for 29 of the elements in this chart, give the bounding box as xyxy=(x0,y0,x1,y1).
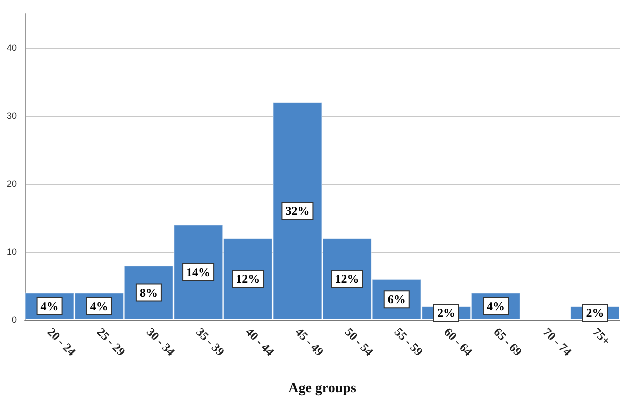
data-label: 6% xyxy=(388,292,406,307)
x-tick-label: 45 - 49 xyxy=(292,325,327,359)
y-tick-label: 0 xyxy=(12,315,17,325)
data-label: 2% xyxy=(437,306,456,320)
x-tick-label: 65 - 69 xyxy=(491,325,526,359)
y-tick-label: 30 xyxy=(6,111,17,121)
data-label: 14% xyxy=(186,265,211,280)
data-label: 4% xyxy=(40,299,59,314)
data-label: 2% xyxy=(586,306,604,320)
x-tick-label: 40 - 44 xyxy=(243,325,278,359)
y-tick-label: 40 xyxy=(6,43,17,53)
x-tick-label: 35 - 39 xyxy=(194,325,228,359)
x-tick-label: 70 - 74 xyxy=(540,325,575,359)
data-label: 32% xyxy=(286,204,310,218)
data-label: 8% xyxy=(140,286,158,300)
x-tick-label: 20 - 24 xyxy=(44,325,79,359)
x-tick-label: 50 - 54 xyxy=(342,325,376,359)
y-tick-label: 10 xyxy=(6,247,17,257)
x-axis-title: Age groups xyxy=(288,382,357,396)
x-tick-label: 60 - 64 xyxy=(442,325,476,359)
x-tick-label: 25 - 29 xyxy=(94,325,128,359)
y-tick-label: 20 xyxy=(6,179,17,189)
x-tick-label: 55 - 59 xyxy=(392,325,426,359)
data-label: 12% xyxy=(236,272,260,286)
data-label: 12% xyxy=(335,272,360,286)
data-label: 4% xyxy=(487,299,506,314)
x-tick-label: 75+ xyxy=(590,325,614,348)
data-label: 4% xyxy=(90,299,108,314)
x-tick-label: 30 - 34 xyxy=(144,325,178,359)
